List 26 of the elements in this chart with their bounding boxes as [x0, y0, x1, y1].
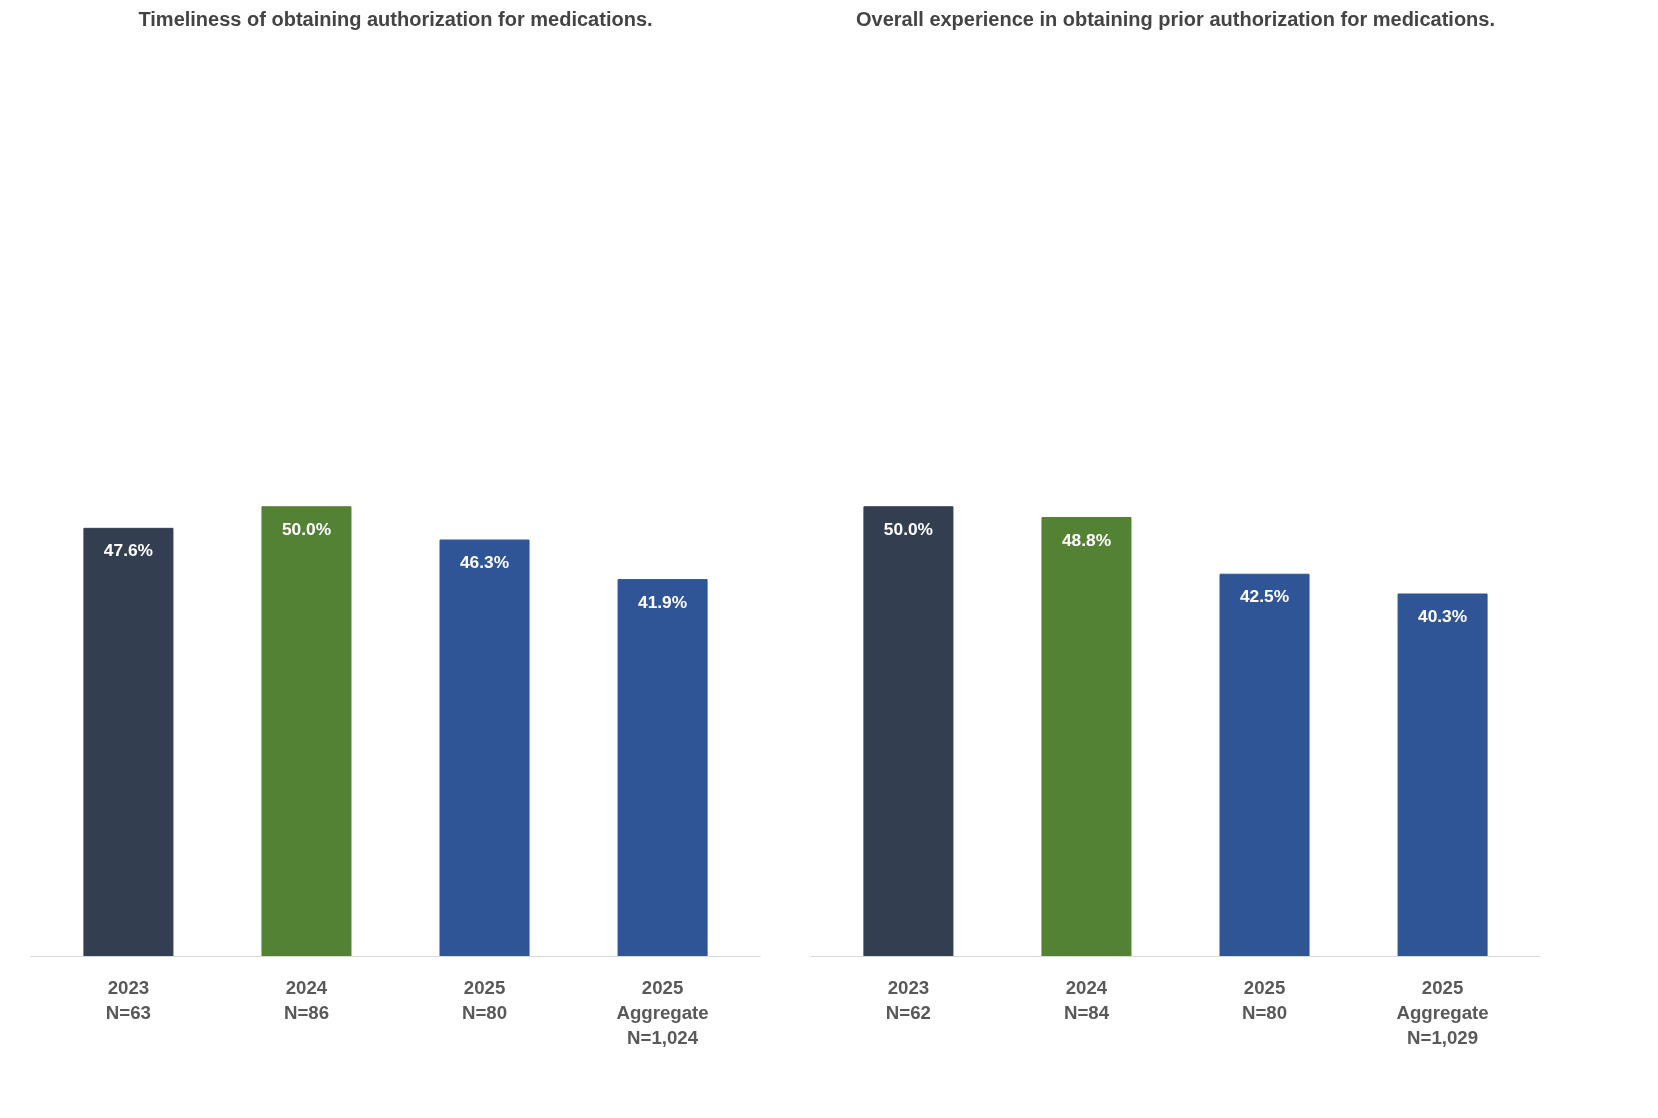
- x-tick-label: 2025 Aggregate N=1,024: [616, 976, 709, 1048]
- x-tick-label: 2024 N=84: [1063, 976, 1110, 1023]
- chart-title: Overall experience in obtaining prior authorization for medications.: [856, 7, 1496, 30]
- bar: [1219, 573, 1310, 957]
- data-label: 48.8%: [1061, 529, 1112, 550]
- bar: [439, 539, 530, 957]
- data-label: 42.5%: [1239, 586, 1290, 607]
- x-tick-label: 2023 N=62: [885, 976, 931, 1023]
- bar: [1041, 517, 1132, 957]
- bar: [83, 527, 174, 957]
- chart-title: Timeliness of obtaining authorization for medications.: [138, 7, 653, 30]
- x-tick-label: 2025 N=80: [1241, 976, 1288, 1023]
- data-label: 47.6%: [103, 540, 153, 561]
- x-tick-label: 2025 Aggregate N=1,029: [1396, 976, 1489, 1048]
- data-label: 50.0%: [281, 518, 332, 539]
- data-label: 41.9%: [638, 591, 688, 612]
- bar: [1397, 593, 1488, 957]
- x-tick-label: 2025 N=80: [461, 976, 508, 1023]
- x-tick-label: 2023 N=63: [105, 976, 151, 1023]
- x-tick-label: 2024 N=86: [283, 976, 330, 1023]
- data-label: 46.3%: [459, 552, 510, 573]
- bar: [617, 579, 708, 957]
- bar: [863, 506, 954, 957]
- data-label: 50.0%: [883, 518, 933, 539]
- bar: [261, 506, 352, 957]
- data-label: 40.3%: [1418, 606, 1468, 626]
